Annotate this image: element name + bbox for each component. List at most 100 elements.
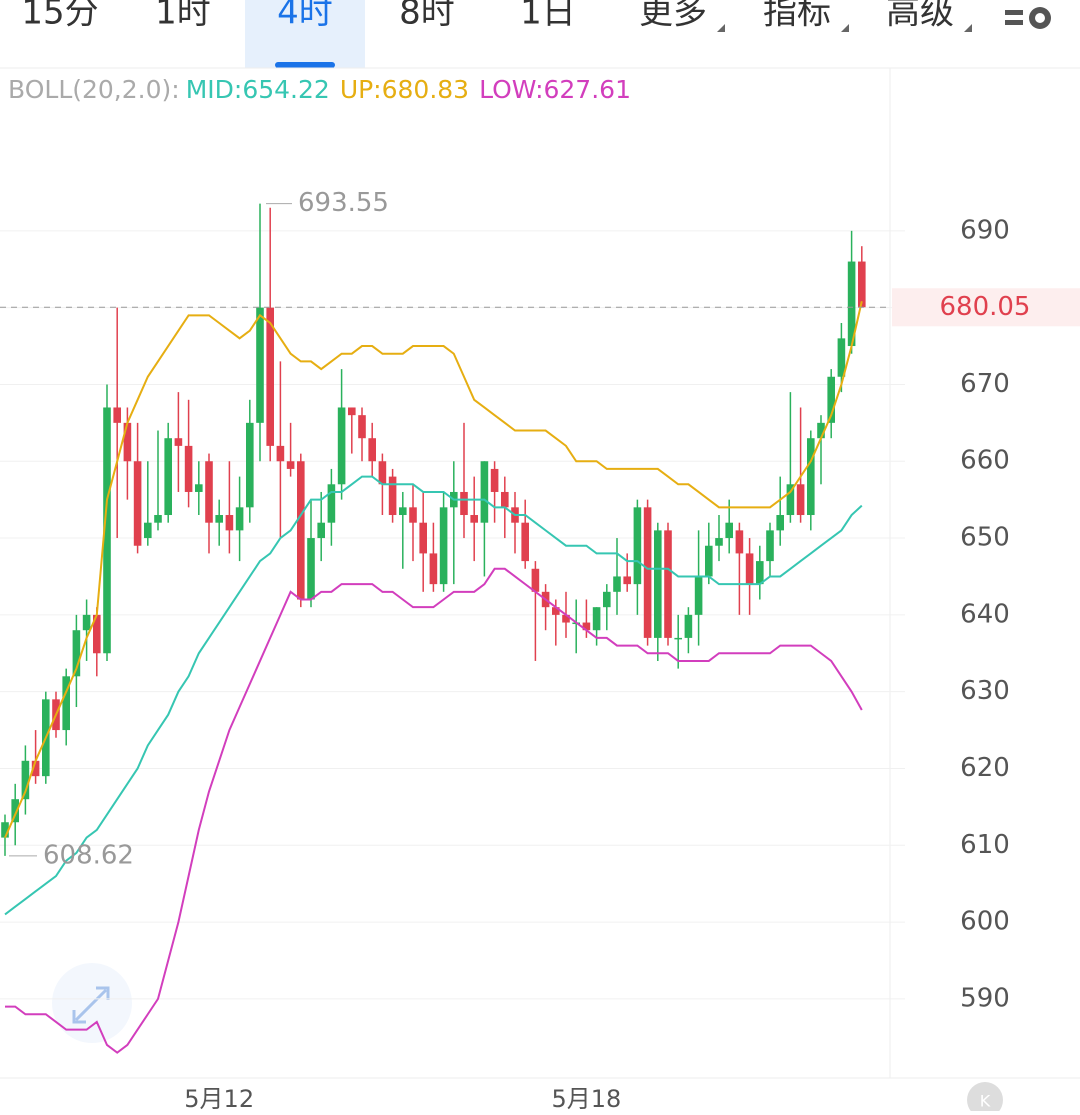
settings-icon[interactable] (1005, 7, 1051, 29)
legend-indicator: BOLL(20,2.0): (8, 75, 180, 104)
candle-body (21, 760, 30, 800)
dropdown-arrow (841, 24, 849, 32)
candle-body (246, 422, 254, 508)
candle-body (388, 476, 397, 516)
candle-body (235, 507, 244, 531)
candle-body (521, 522, 529, 562)
candle-body (552, 607, 560, 615)
y-tick-label: 670 (960, 369, 1010, 399)
candle-body (460, 491, 468, 516)
candle-body (368, 438, 376, 462)
candle-body (858, 261, 866, 308)
candle-body (439, 507, 448, 585)
candle-body (337, 407, 346, 485)
tab[interactable]: 高级 (886, 0, 954, 33)
candle-body (286, 461, 295, 469)
candle-body (215, 515, 223, 523)
tab[interactable]: 指标 (763, 0, 831, 33)
candle-body (766, 530, 774, 562)
candle-body (847, 261, 856, 347)
boll-line (4, 301, 863, 839)
candle-body (807, 438, 815, 516)
candle-body (633, 507, 642, 585)
x-tick-label: 5月18 (551, 1085, 621, 1111)
candle-body (735, 530, 744, 554)
boll-line (5, 567, 863, 1054)
candle-body (174, 438, 183, 446)
candle-body (266, 307, 274, 446)
candle-body (144, 522, 152, 539)
tab[interactable]: 更多 (639, 0, 707, 33)
candle-body (419, 522, 427, 554)
last-price-bg (892, 288, 1080, 327)
candle-body (429, 553, 438, 585)
legend-name: MID: (186, 75, 243, 104)
y-tick-label: 660 (960, 446, 1010, 476)
legend: BOLL(20,2.0): MID:654.22 UP:680.83 LOW:627.… (8, 75, 631, 104)
candle-body (715, 538, 723, 546)
candle-body (103, 407, 111, 654)
candle-body (195, 484, 203, 492)
candle-body (62, 676, 70, 731)
candle-body (837, 338, 846, 377)
candle-body (490, 468, 499, 492)
candle-body (725, 522, 733, 539)
dropdown-arrow (964, 24, 972, 32)
candle-body (409, 507, 417, 523)
last-price-label: 680.05 (940, 292, 1031, 322)
legend-name: UP: (340, 75, 382, 104)
candle-body (256, 307, 264, 423)
candle-body (225, 515, 234, 531)
candle-body (307, 538, 315, 600)
candle-body (184, 445, 193, 492)
candle-body (694, 576, 703, 615)
candle-body (327, 484, 336, 523)
candle-body (205, 461, 213, 523)
tab[interactable]: 8时 (399, 0, 455, 33)
legend-value: 680.83 (382, 75, 469, 104)
candle-body (796, 484, 805, 516)
candle-body (317, 522, 325, 539)
candle-body (399, 507, 407, 516)
candle-body (684, 614, 693, 638)
legend-value: 627.61 (544, 75, 631, 104)
legend-name: LOW: (479, 75, 543, 104)
x-tick-label: 5月12 (184, 1085, 254, 1111)
y-tick-label: 630 (960, 676, 1010, 706)
candle-body (276, 445, 285, 462)
candle-body (133, 461, 142, 546)
candle-body (93, 614, 101, 654)
y-tick-label: 590 (960, 983, 1010, 1013)
candle-body (164, 438, 172, 516)
candle-body (348, 407, 356, 416)
expand-button[interactable] (52, 963, 132, 1043)
candle-body (501, 491, 509, 508)
max-label: 693.55 (298, 188, 389, 218)
candle-body (582, 622, 591, 631)
candle-body (1, 822, 9, 838)
k-button[interactable]: K (967, 1082, 1003, 1115)
tab[interactable]: 4时 (277, 0, 333, 33)
y-tick-label: 690 (960, 215, 1010, 245)
candle-body (470, 515, 478, 523)
candle-body (297, 461, 305, 600)
y-tick-label: 620 (960, 753, 1010, 783)
candle-body (113, 407, 121, 423)
candle-body (654, 530, 662, 638)
y-tick-label: 610 (960, 830, 1010, 860)
y-tick-label: 640 (960, 599, 1010, 629)
candle-body (613, 576, 621, 592)
candle-body (745, 553, 754, 585)
candle-body (123, 422, 132, 462)
tab[interactable]: 15分 (21, 0, 98, 33)
candle-body (72, 630, 81, 677)
candle-body (154, 515, 162, 523)
tab[interactable]: 1日 (520, 0, 576, 33)
active-tab-indicator (275, 62, 335, 68)
candle-body (592, 607, 601, 631)
y-tick-label: 650 (960, 523, 1010, 553)
candle-body (756, 561, 764, 585)
candle-body (531, 568, 540, 592)
tab[interactable]: 1时 (155, 0, 211, 33)
